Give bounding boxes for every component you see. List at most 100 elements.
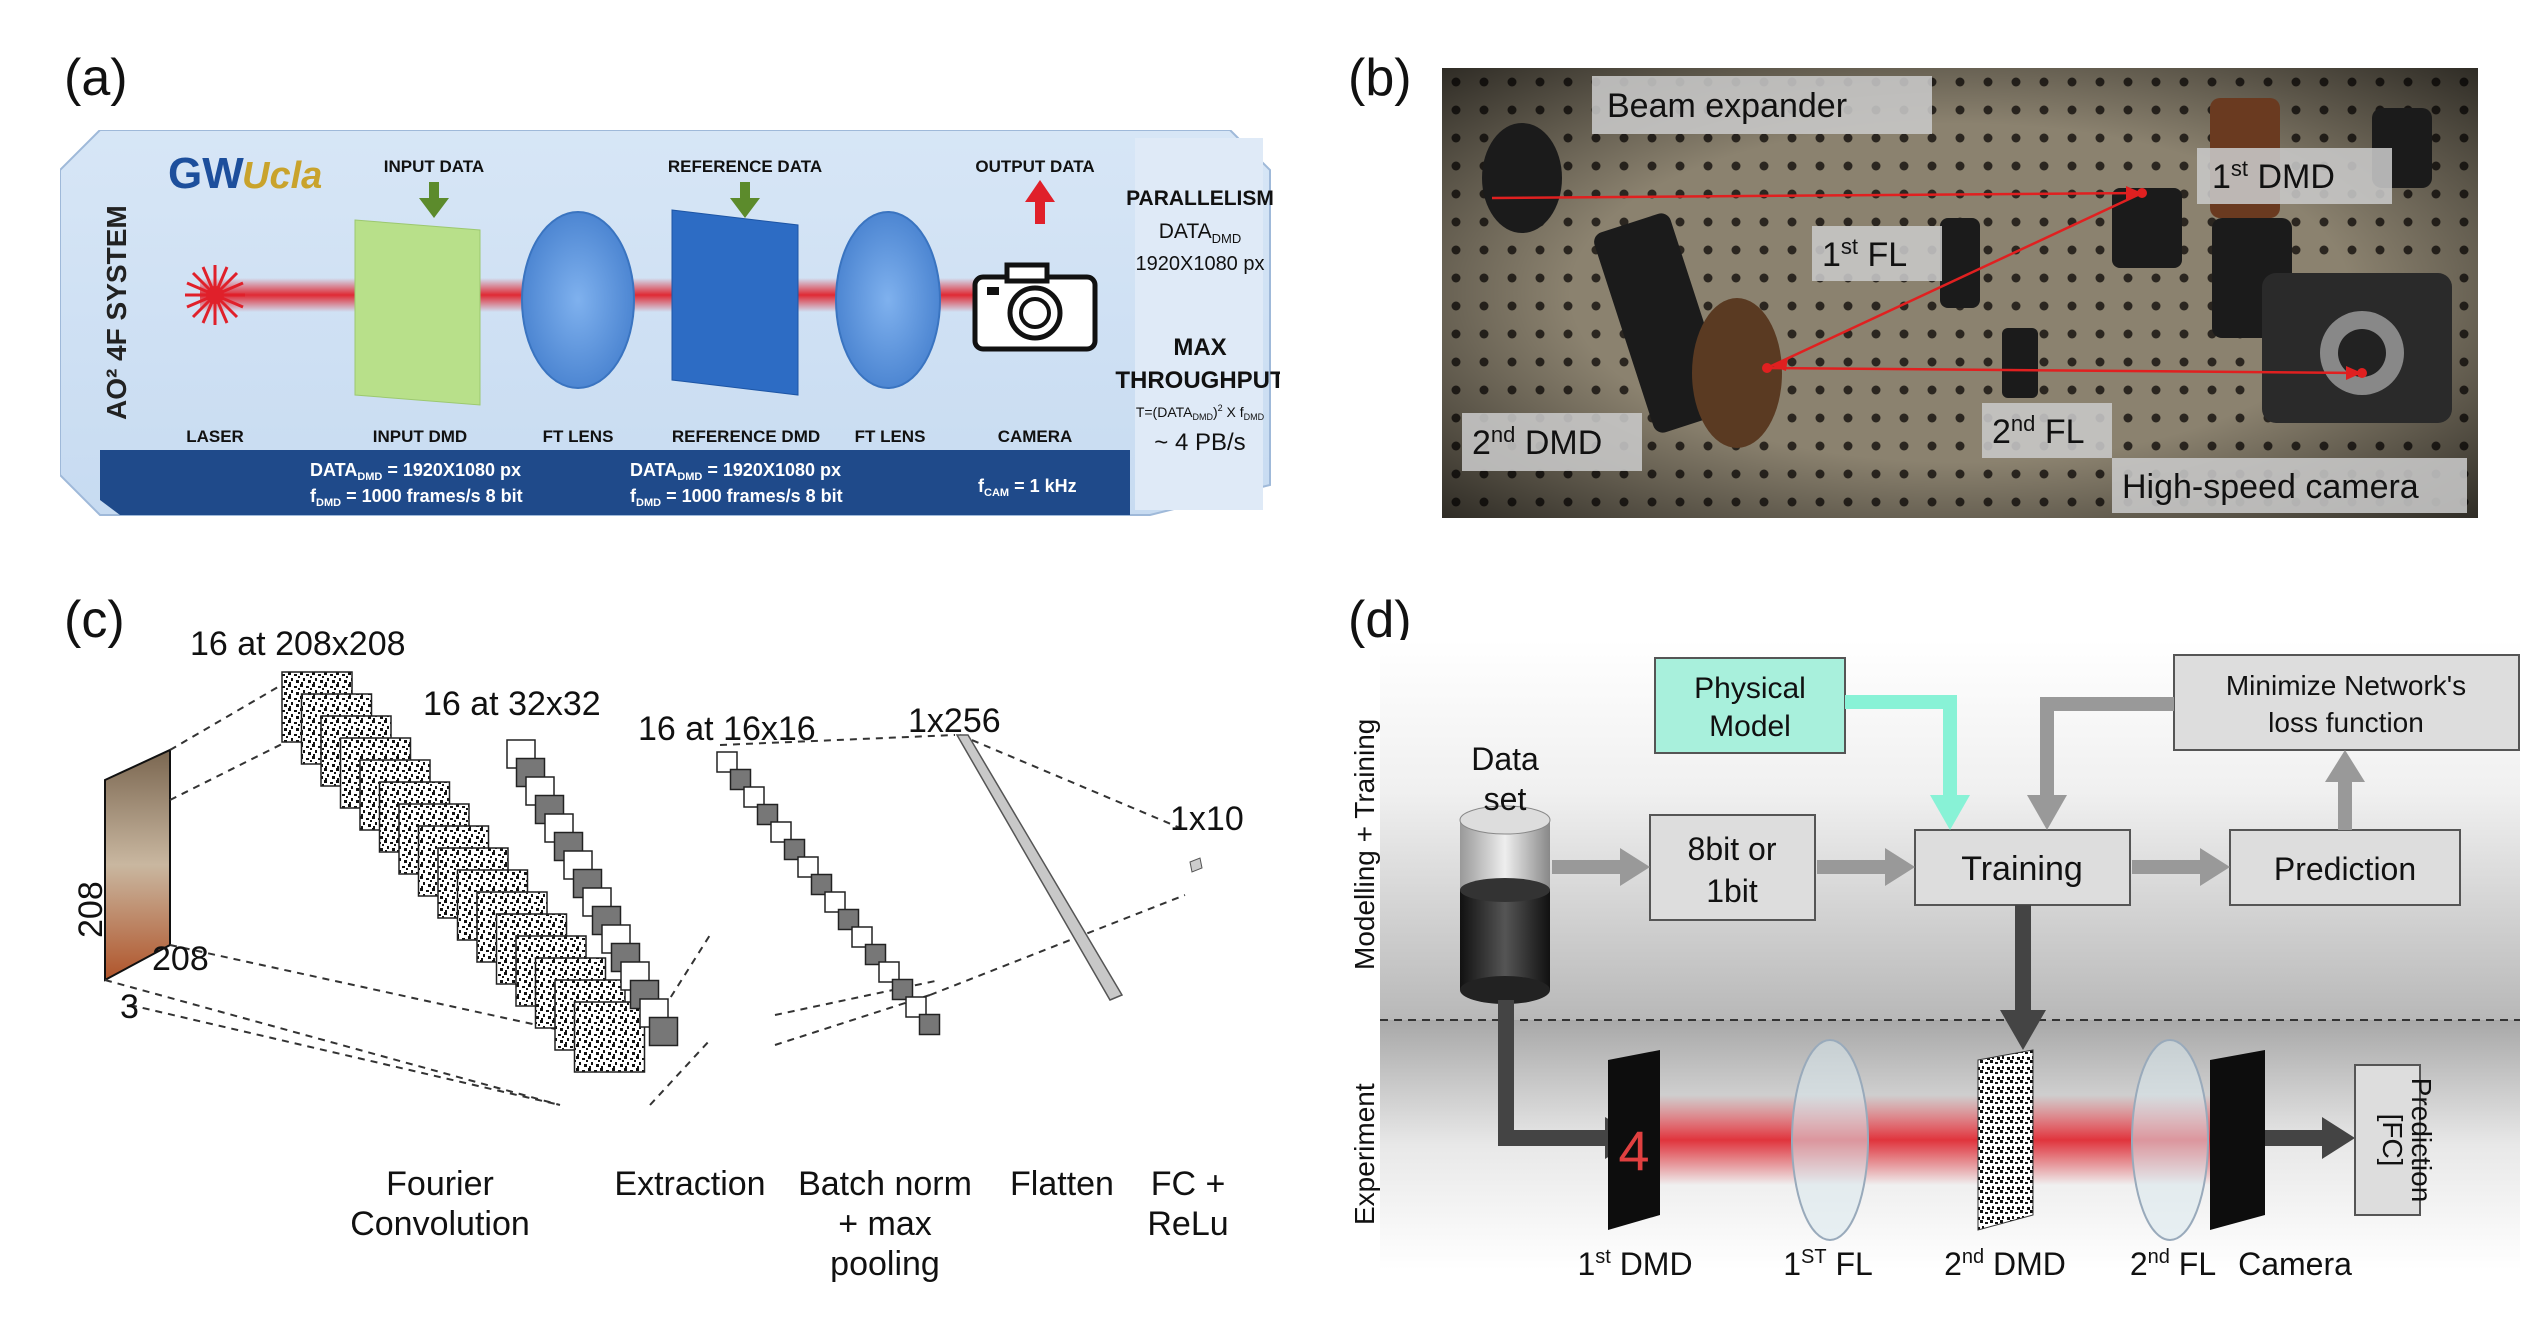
physical-model-box bbox=[1654, 657, 1846, 754]
flatten-layer bbox=[955, 734, 1124, 1001]
output-arrow-icon bbox=[1025, 180, 1055, 224]
dataset-label-1: Data bbox=[1471, 741, 1539, 777]
max-label: MAX bbox=[1173, 334, 1226, 361]
stage-batch-1: Batch norm bbox=[798, 1165, 972, 1203]
gw-logo: GW bbox=[168, 149, 244, 198]
prediction-box bbox=[2229, 829, 2461, 906]
spec-camera-rate: fCAM = 1 kHz bbox=[978, 476, 1077, 499]
training-label: Training bbox=[1961, 850, 2083, 888]
dmd1-digit: 4 bbox=[1618, 1119, 1649, 1182]
system-title: AO² 4F SYSTEM bbox=[101, 205, 132, 420]
high-speed-camera-label: High-speed camera bbox=[2122, 468, 2419, 506]
pooling-map bbox=[891, 978, 914, 1001]
bottom-camera-label: Camera bbox=[2238, 1246, 2352, 1282]
ft-lens-2 bbox=[835, 211, 941, 389]
fc-prediction-label-2: Prediction bbox=[2406, 1078, 2437, 1203]
component-ft-lens-1: FT LENS bbox=[543, 427, 614, 446]
throughput-value: ~ 4 PB/s bbox=[1154, 429, 1245, 456]
panel-b-label: (b) bbox=[1348, 49, 1412, 107]
fl1-lens bbox=[1791, 1039, 1869, 1241]
dmd2-screen bbox=[1977, 1049, 2034, 1231]
physical-model-label-2: Model bbox=[1709, 710, 1791, 743]
dim-layer3: 16 at 16x16 bbox=[638, 710, 816, 748]
extraction-map bbox=[648, 1016, 679, 1047]
pooling-map bbox=[864, 943, 887, 966]
dim-width: 208 bbox=[152, 940, 209, 978]
panel-d-label: (d) bbox=[1348, 591, 1412, 649]
pooling-map bbox=[905, 996, 927, 1018]
info-panel bbox=[1135, 138, 1263, 510]
ft-lens-1 bbox=[521, 211, 635, 389]
fl1-label: 1st FL bbox=[1822, 234, 1907, 274]
stage-fourier-1: Fourier bbox=[386, 1165, 494, 1203]
dataset-cylinder bbox=[1459, 805, 1551, 1004]
dim-height: 208 bbox=[72, 881, 110, 938]
dmd1-screen bbox=[1608, 1050, 1660, 1230]
pooling-stack bbox=[716, 751, 941, 1036]
laser-icon bbox=[185, 265, 245, 325]
fourier-conv-stack bbox=[281, 671, 646, 1073]
stage-fourier-2: Convolution bbox=[350, 1205, 530, 1243]
stage-batch-3: pooling bbox=[830, 1245, 940, 1283]
stage-batch-2: + max bbox=[838, 1205, 932, 1243]
dim-depth: 3 bbox=[120, 988, 139, 1026]
side-label-experiment: Experiment bbox=[1349, 1083, 1380, 1225]
spec-dmd1-data: DATADMD = 1920X1080 px bbox=[310, 460, 521, 483]
ucla-logo: Ucla bbox=[242, 155, 322, 197]
component-laser: LASER bbox=[186, 427, 244, 446]
component-camera: CAMERA bbox=[998, 427, 1073, 446]
dim-layer1: 16 at 208x208 bbox=[190, 625, 406, 663]
input-arrow-icon bbox=[419, 182, 449, 218]
camera-icon bbox=[972, 262, 1098, 352]
panel-c-network: 16 at 208x208 16 at 32x32 16 at 16x16 1x… bbox=[72, 625, 1244, 1283]
input-data-label: INPUT DATA bbox=[384, 157, 484, 176]
dim-layer4: 1x256 bbox=[908, 702, 1001, 740]
panel-d-workflow: Modelling + Training Experiment Data set… bbox=[1349, 640, 2520, 1282]
minimize-box bbox=[2173, 654, 2520, 751]
pooling-map bbox=[770, 821, 792, 843]
spec-band bbox=[100, 450, 1130, 515]
spec-dmd2-data: DATADMD = 1920X1080 px bbox=[630, 460, 841, 483]
reference-dmd bbox=[671, 209, 799, 396]
pooling-map bbox=[851, 926, 873, 948]
input-dmd bbox=[354, 219, 481, 406]
dim-layer2: 16 at 32x32 bbox=[423, 685, 601, 723]
spec-dmd2-rate: fDMD = 1000 frames/s 8 bit bbox=[630, 486, 843, 509]
component-reference-dmd: REFERENCE DMD bbox=[672, 427, 820, 446]
dmd2-label: 2nd DMD bbox=[1472, 422, 1602, 462]
bottom-dmd1-label: 1st DMD bbox=[1577, 1246, 1692, 1282]
bits-box bbox=[1649, 814, 1816, 921]
fc-layer bbox=[1189, 857, 1203, 873]
training-box bbox=[1914, 829, 2131, 906]
beam-expander-label: Beam expander bbox=[1607, 87, 1847, 125]
output-data-label: OUTPUT DATA bbox=[975, 157, 1094, 176]
minimize-label-1: Minimize Network's bbox=[2226, 670, 2466, 701]
panel-b-photo: Beam expander 1st DMD 1st FL 2nd DMD 2nd… bbox=[1442, 68, 2478, 518]
laser-beam bbox=[200, 278, 1080, 312]
fc-prediction-box bbox=[2354, 1064, 2421, 1216]
dim-layer5: 1x10 bbox=[1170, 800, 1244, 838]
bottom-fl1-label: 1ST FL bbox=[1783, 1246, 1873, 1282]
stage-fc-1: FC + bbox=[1151, 1165, 1226, 1203]
reference-data-label: REFERENCE DATA bbox=[668, 157, 822, 176]
stage-flatten: Flatten bbox=[1010, 1165, 1114, 1203]
reference-arrow-icon bbox=[730, 182, 760, 218]
pooling-map bbox=[810, 873, 833, 896]
dataset-label-2: set bbox=[1484, 781, 1527, 817]
throughput-formula: T=(DATADMD)2 X fDMD bbox=[1136, 403, 1265, 422]
bottom-dmd2-label: 2nd DMD bbox=[1944, 1246, 2066, 1282]
pooling-map bbox=[756, 803, 779, 826]
fl2-label: 2nd FL bbox=[1992, 411, 2085, 451]
bottom-fl2-label: 2nd FL bbox=[2130, 1246, 2216, 1282]
flow-arrows bbox=[1498, 695, 2365, 1159]
pooling-map bbox=[716, 751, 738, 773]
parallelism-data: DATADMD bbox=[1159, 220, 1242, 246]
extraction-map bbox=[525, 776, 555, 806]
minimize-label-2: loss function bbox=[2268, 707, 2424, 738]
panel-a-label: (a) bbox=[64, 49, 128, 107]
component-input-dmd: INPUT DMD bbox=[373, 427, 467, 446]
pooling-map bbox=[743, 786, 765, 808]
spec-dmd1-rate: fDMD = 1000 frames/s 8 bit bbox=[310, 486, 523, 509]
pooling-map bbox=[837, 908, 860, 931]
component-ft-lens-2: FT LENS bbox=[855, 427, 926, 446]
